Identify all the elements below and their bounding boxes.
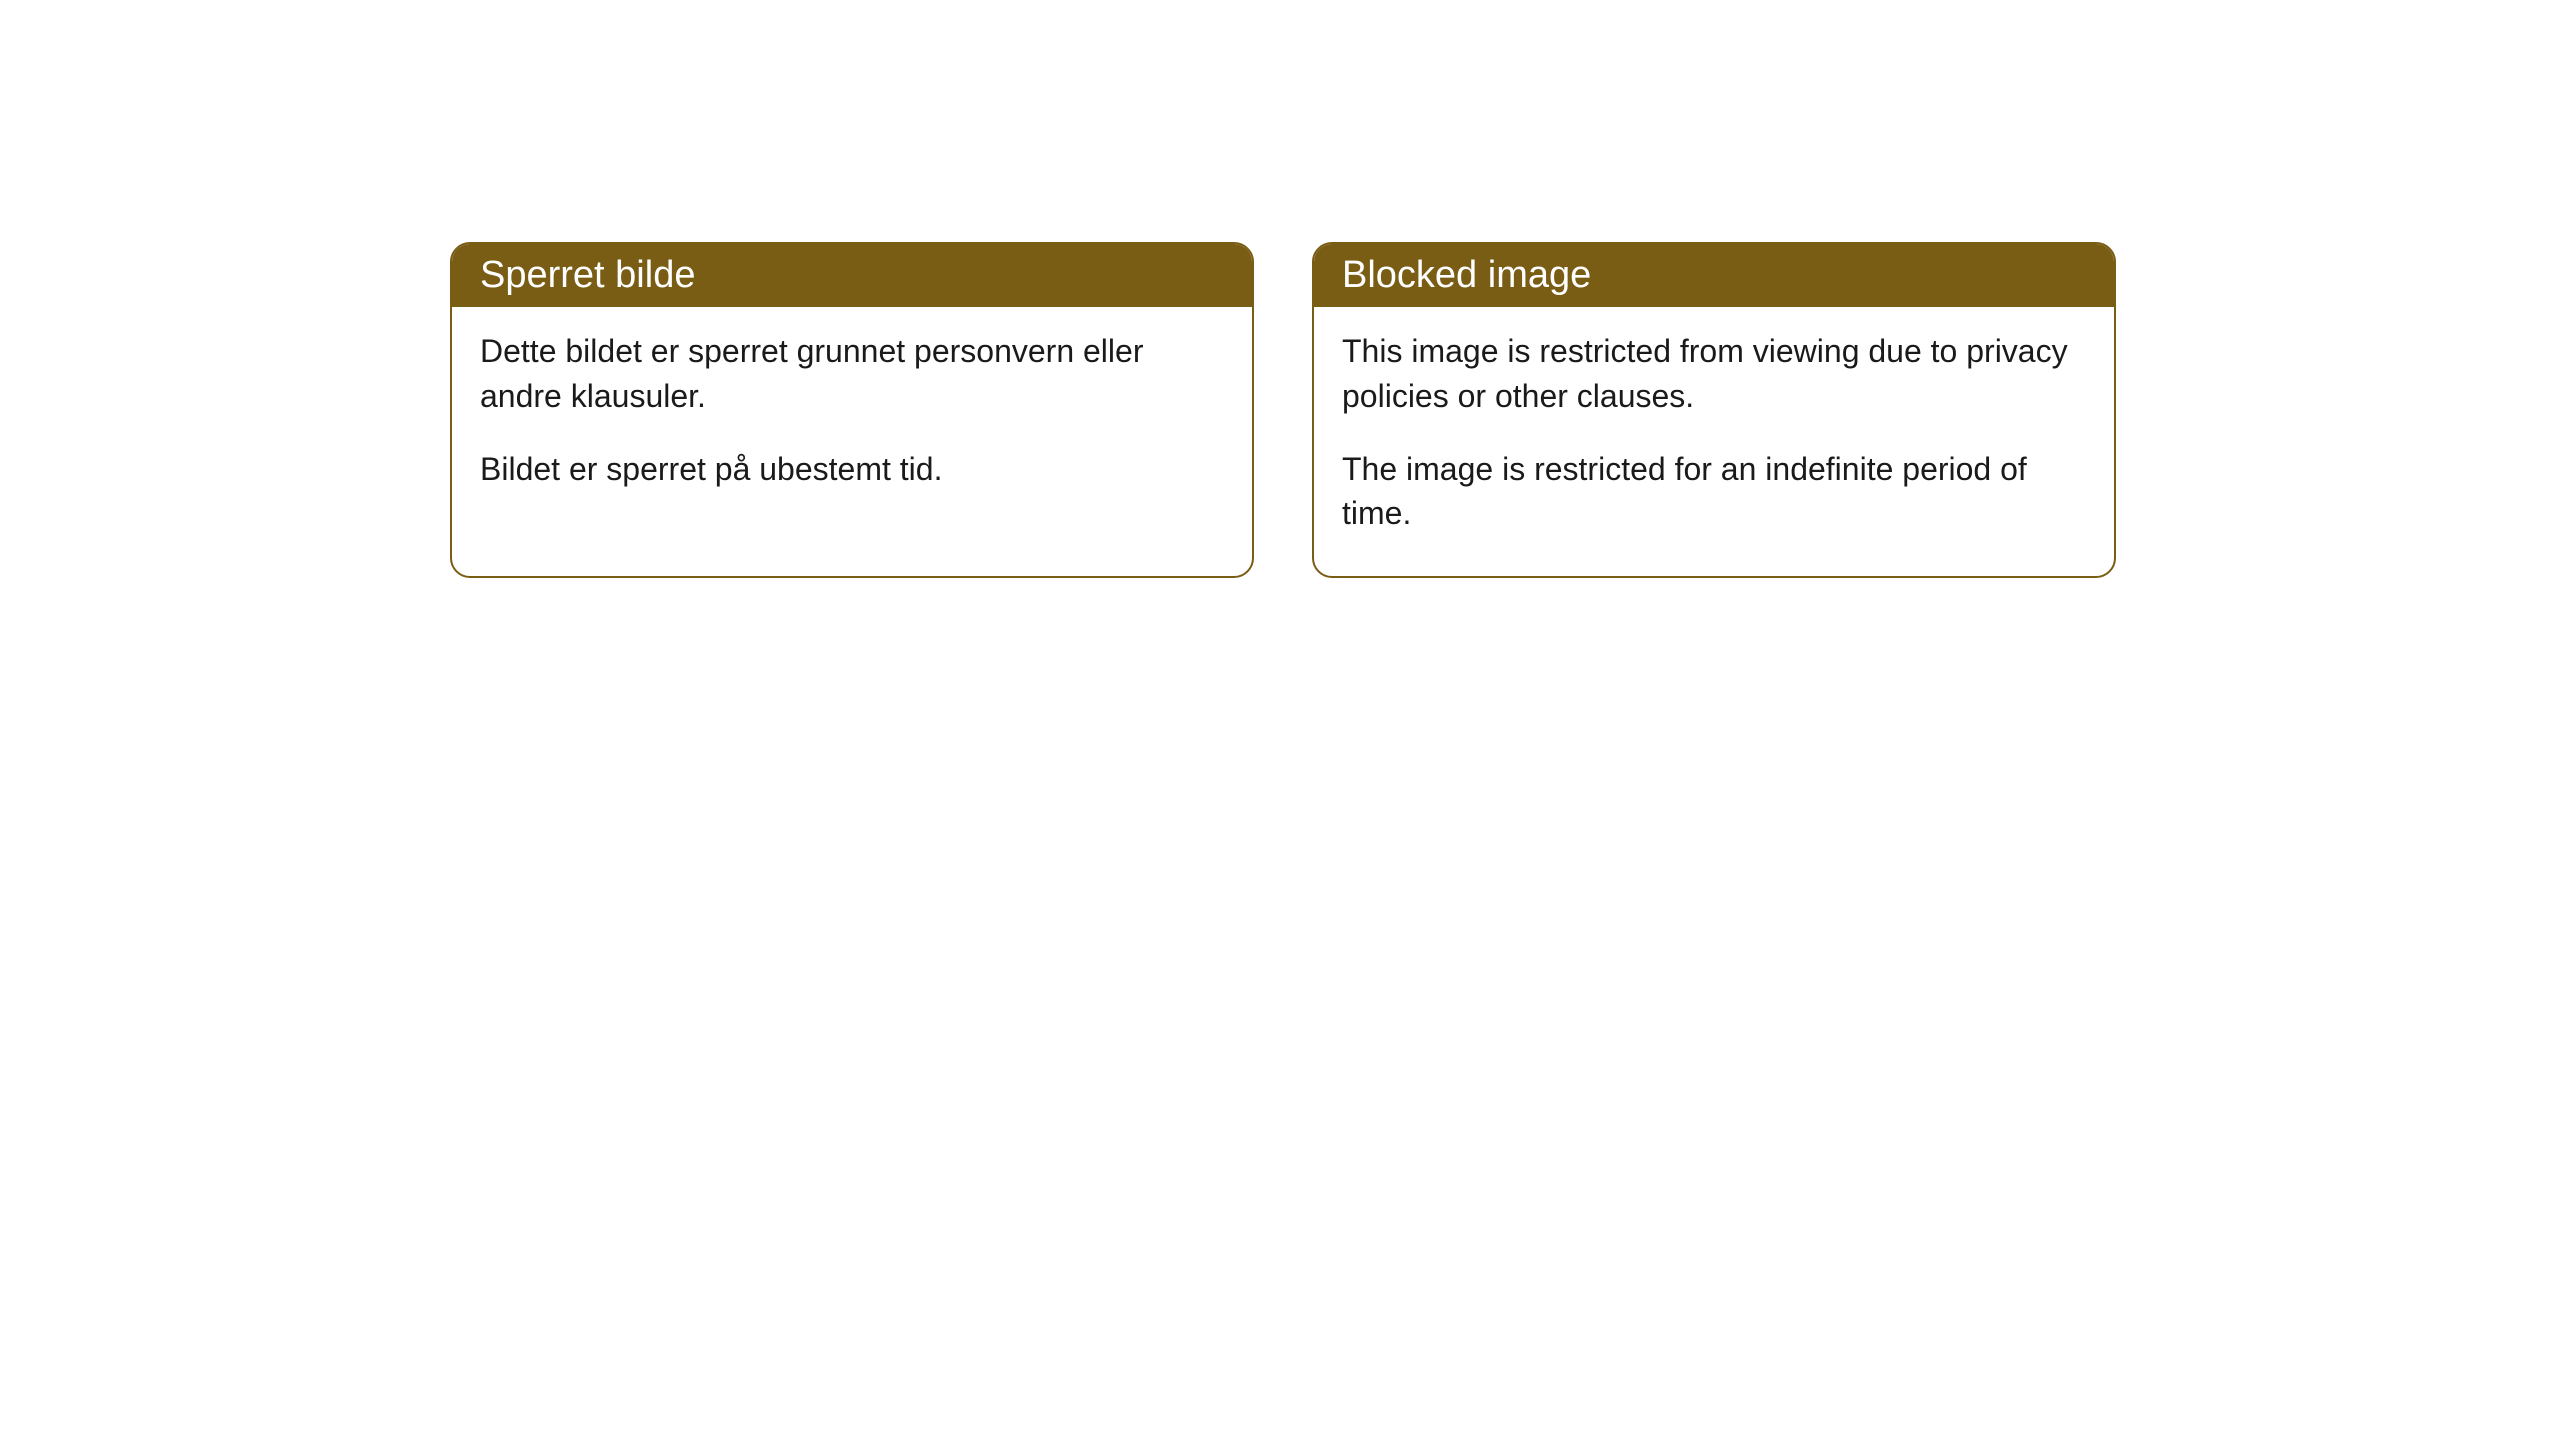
card-header: Sperret bilde xyxy=(452,244,1252,307)
card-body: Dette bildet er sperret grunnet personve… xyxy=(452,307,1252,531)
card-header: Blocked image xyxy=(1314,244,2114,307)
blocked-image-card-no: Sperret bilde Dette bildet er sperret gr… xyxy=(450,242,1254,578)
card-body: This image is restricted from viewing du… xyxy=(1314,307,2114,576)
blocked-image-card-en: Blocked image This image is restricted f… xyxy=(1312,242,2116,578)
card-title: Sperret bilde xyxy=(480,254,695,296)
card-paragraph: Bildet er sperret på ubestemt tid. xyxy=(480,447,1224,492)
card-title: Blocked image xyxy=(1342,254,1591,296)
notice-container: Sperret bilde Dette bildet er sperret gr… xyxy=(450,242,2116,578)
card-paragraph: Dette bildet er sperret grunnet personve… xyxy=(480,329,1224,419)
card-paragraph: The image is restricted for an indefinit… xyxy=(1342,447,2086,537)
card-paragraph: This image is restricted from viewing du… xyxy=(1342,329,2086,419)
